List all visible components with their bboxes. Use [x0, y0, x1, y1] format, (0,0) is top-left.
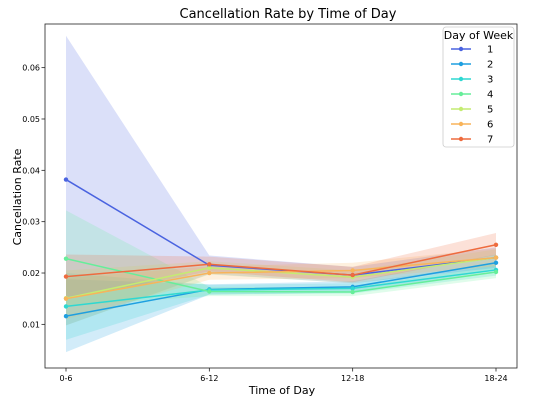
plot-area-frame: [44, 23, 518, 369]
data-point-day-6-18-24: [493, 255, 499, 260]
data-point-day-1-0-6: [63, 177, 69, 182]
legend-marker-day-7: [458, 136, 464, 142]
data-point-day-4-0-6: [63, 256, 69, 261]
legend-label-day-5: 5: [487, 105, 493, 116]
series-line-day-2: [65, 262, 497, 317]
data-point-day-4-6-12: [207, 289, 212, 294]
data-point-day-3-12-18: [350, 286, 355, 291]
legend-items: 1 2 3 4 5 6 7: [451, 45, 493, 146]
ci-band-day-6: [66, 248, 496, 320]
legend-marker-day-1: [458, 46, 464, 52]
ci-band-day-7: [66, 232, 496, 299]
legend-label-day-6: 6: [487, 120, 493, 131]
ci-band-day-1: [66, 35, 496, 326]
y-tick-label: 0.02: [22, 269, 40, 278]
legend-label-day-7: 7: [487, 135, 493, 146]
series-line-day-3: [65, 269, 497, 308]
data-point-day-5-6-12: [207, 265, 212, 271]
x-tick-label: 6-12: [200, 374, 218, 383]
x-tick-label: 0-6: [59, 374, 72, 383]
data-point-day-6-0-6: [63, 296, 69, 301]
y-tick-label: 0.03: [22, 218, 40, 227]
data-point-day-3-0-6: [63, 304, 69, 309]
y-tick-label: 0.04: [22, 166, 40, 175]
legend-box: [442, 26, 515, 148]
data-point-day-7-18-24: [493, 242, 499, 247]
series-line-day-5: [65, 256, 497, 299]
legend-label-day-3: 3: [487, 75, 493, 86]
ci-band-day-2: [66, 254, 496, 353]
x-axis-title: Time of Day: [248, 384, 316, 397]
ci-band-day-5: [66, 249, 496, 326]
series-points: [63, 177, 499, 319]
y-axis: 0.01 0.02 0.03 0.04 0.05 0.06: [22, 64, 45, 329]
y-tick-label: 0.05: [22, 115, 40, 124]
legend-marker-day-4: [458, 91, 464, 97]
y-tick-label: 0.01: [22, 320, 40, 329]
series-lines: [65, 178, 497, 317]
chart-title: Cancellation Rate by Time of Day: [180, 7, 397, 22]
data-point-day-7-6-12: [207, 262, 212, 267]
legend: Day of Week 1 2 3 4 5 6 7: [442, 26, 515, 148]
data-point-day-6-6-12: [207, 270, 212, 276]
legend-marker-day-5: [458, 106, 464, 112]
legend-marker-day-6: [458, 121, 464, 127]
data-point-day-7-0-6: [63, 274, 69, 279]
legend-label-day-1: 1: [487, 45, 493, 56]
data-point-day-2-0-6: [63, 313, 69, 319]
x-tick-label: 18-24: [484, 374, 507, 383]
data-point-day-7-12-18: [350, 272, 355, 278]
data-point-day-4-12-18: [350, 289, 355, 295]
series-line-day-7: [65, 244, 497, 278]
data-point-day-4-18-24: [493, 269, 499, 275]
legend-title: Day of Week: [444, 29, 514, 42]
series-line-day-4: [65, 257, 497, 293]
legend-label-day-4: 4: [487, 90, 493, 101]
x-axis: 0-6 6-12 12-18 18-24: [59, 368, 508, 383]
ci-band-day-4: [66, 210, 496, 306]
series-line-day-6: [65, 256, 497, 300]
y-tick-label: 0.06: [22, 64, 40, 73]
x-tick-label: 12-18: [341, 374, 364, 383]
legend-marker-day-2: [458, 61, 464, 67]
data-point-day-6-12-18: [350, 268, 355, 273]
y-axis-title: Cancellation Rate: [11, 148, 24, 245]
legend-marker-day-3: [458, 76, 464, 82]
data-point-day-2-18-24: [493, 260, 499, 265]
legend-label-day-2: 2: [487, 60, 493, 71]
